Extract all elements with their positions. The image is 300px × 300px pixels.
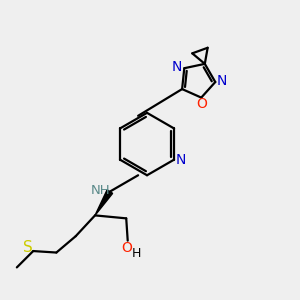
Text: O: O (121, 241, 132, 255)
Text: N: N (176, 153, 186, 167)
Text: H: H (132, 247, 141, 260)
Text: NH: NH (91, 184, 111, 196)
Text: O: O (196, 97, 207, 111)
Polygon shape (95, 190, 112, 215)
Text: N: N (217, 74, 227, 88)
Text: S: S (23, 240, 33, 255)
Text: N: N (172, 60, 182, 74)
